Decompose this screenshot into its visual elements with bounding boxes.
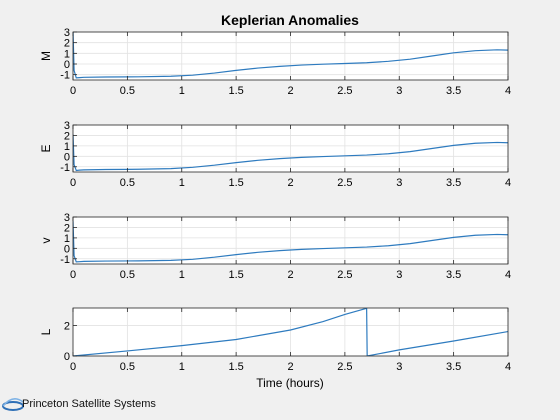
subplot-L: 0 0.5 1 1.5 2 2.5 3 3.5 4 0 2 L <box>39 307 511 373</box>
x-tick-label: 0 <box>70 177 76 189</box>
x-tick-label: 1.5 <box>228 177 243 189</box>
x-tick-label: 3.5 <box>446 269 461 281</box>
company-logo: Princeton Satellite Systems <box>2 390 182 418</box>
x-tick-label: 2.5 <box>337 85 352 97</box>
y-tick-label: 1 <box>64 48 70 60</box>
y-tick-label: 3 <box>64 27 70 39</box>
x-tick-label: 2.5 <box>337 269 352 281</box>
y-tick-label: -1 <box>60 162 70 174</box>
x-tick-label: 2.5 <box>337 361 352 373</box>
x-tick-label: 2 <box>287 361 293 373</box>
y-tick-label: -1 <box>60 254 70 266</box>
y-axis-label: v <box>39 238 53 244</box>
x-tick-label: 1 <box>179 177 185 189</box>
x-tick-label: 4 <box>505 177 511 189</box>
y-tick-label: 1 <box>64 233 70 245</box>
x-tick-label: 2 <box>287 85 293 97</box>
x-tick-label: 4 <box>505 85 511 97</box>
x-tick-label: 3.5 <box>446 177 461 189</box>
x-tick-label: 1.5 <box>228 269 243 281</box>
x-tick-label: 1 <box>179 361 185 373</box>
x-tick-label: 0.5 <box>120 361 135 373</box>
x-tick-label: 4 <box>505 269 511 281</box>
y-tick-label: 1 <box>64 141 70 153</box>
x-tick-label: 0.5 <box>120 269 135 281</box>
x-tick-label: 3 <box>396 269 402 281</box>
x-tick-label: 1.5 <box>228 85 243 97</box>
x-tick-label: 0 <box>70 361 76 373</box>
y-axis-label: M <box>39 51 53 61</box>
y-axis-label: E <box>39 144 53 152</box>
series-line-E <box>73 134 508 172</box>
series-line-L <box>73 308 508 356</box>
y-tick-label: 2 <box>64 222 70 234</box>
y-tick-label: 2 <box>64 320 70 332</box>
y-tick-label: 0 <box>64 243 70 255</box>
x-axis-label: Time (hours) <box>256 376 324 390</box>
x-tick-label: 3.5 <box>446 85 461 97</box>
y-tick-label: 3 <box>64 120 70 132</box>
x-tick-label: 1 <box>179 269 185 281</box>
x-tick-label: 3 <box>396 177 402 189</box>
x-tick-label: 0.5 <box>120 177 135 189</box>
x-tick-label: 3.5 <box>446 361 461 373</box>
x-tick-label: 4 <box>505 361 511 373</box>
y-tick-label: 0 <box>64 351 70 363</box>
x-tick-label: 0 <box>70 85 76 97</box>
x-tick-label: 2 <box>287 177 293 189</box>
y-tick-label: 2 <box>64 38 70 50</box>
y-tick-label: 2 <box>64 130 70 142</box>
y-axis-label: L <box>39 328 53 335</box>
series-line-v <box>73 221 508 263</box>
series-line-M <box>73 32 508 79</box>
x-tick-label: 2.5 <box>337 177 352 189</box>
x-tick-label: 3 <box>396 361 402 373</box>
y-tick-label: -1 <box>60 70 70 82</box>
figure-title: Keplerian Anomalies <box>221 12 359 28</box>
x-tick-label: 1 <box>179 85 185 97</box>
x-tick-label: 2 <box>287 269 293 281</box>
y-tick-label: 0 <box>64 59 70 71</box>
y-tick-label: 3 <box>64 212 70 224</box>
x-tick-label: 1.5 <box>228 361 243 373</box>
orbit-logo-icon <box>2 398 24 411</box>
y-tick-label: 0 <box>64 151 70 163</box>
x-tick-label: 0.5 <box>120 85 135 97</box>
x-tick-label: 3 <box>396 85 402 97</box>
x-tick-label: 0 <box>70 269 76 281</box>
company-name: Princeton Satellite Systems <box>22 398 156 410</box>
